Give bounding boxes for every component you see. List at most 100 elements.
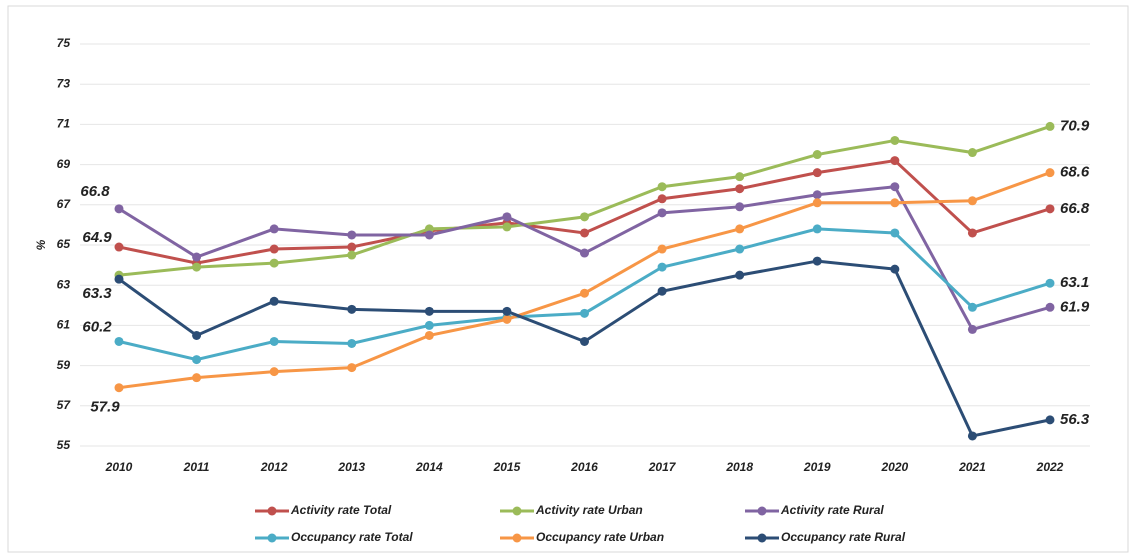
x-tick-label: 2012 xyxy=(260,460,288,474)
point xyxy=(192,262,202,272)
y-tick-label: 61 xyxy=(57,318,71,332)
point xyxy=(269,224,279,234)
point xyxy=(347,250,357,260)
legend-label: Activity rate Total xyxy=(290,503,392,517)
point xyxy=(269,258,279,268)
y-tick-label: 57 xyxy=(57,398,72,412)
point xyxy=(580,308,589,318)
point xyxy=(580,336,589,346)
y-tick-label: 65 xyxy=(57,237,71,251)
legend-marker xyxy=(267,533,277,543)
value-label: 66.8 xyxy=(1060,200,1090,217)
x-tick-label: 2014 xyxy=(415,460,443,474)
point xyxy=(424,330,434,340)
point xyxy=(735,244,745,254)
legend-marker xyxy=(757,506,767,516)
value-label: 64.9 xyxy=(82,229,112,246)
point xyxy=(1045,415,1055,425)
point xyxy=(347,363,357,373)
x-tick-label: 2015 xyxy=(493,460,521,474)
point xyxy=(580,228,589,238)
value-label: 60.2 xyxy=(82,318,112,335)
y-tick-label: 75 xyxy=(57,36,71,50)
legend-label: Occupancy rate Rural xyxy=(781,530,906,544)
point xyxy=(347,304,357,314)
y-tick-label: 73 xyxy=(57,76,71,90)
point xyxy=(657,262,667,272)
point xyxy=(502,314,512,324)
point xyxy=(735,172,745,182)
point xyxy=(1045,204,1055,214)
point xyxy=(890,135,900,145)
value-label: 56.3 xyxy=(1060,411,1090,428)
point xyxy=(735,270,745,280)
legend-marker xyxy=(512,533,522,543)
x-tick-label: 2017 xyxy=(648,460,677,474)
point xyxy=(812,198,822,208)
point xyxy=(812,190,822,200)
value-label: 63.3 xyxy=(82,285,112,302)
value-label: 70.9 xyxy=(1060,117,1090,134)
point xyxy=(424,230,434,240)
point xyxy=(890,182,900,192)
value-label: 57.9 xyxy=(90,399,120,416)
point xyxy=(967,228,977,238)
point xyxy=(1045,302,1055,312)
point xyxy=(735,224,745,234)
point xyxy=(347,242,357,252)
point xyxy=(269,244,279,254)
point xyxy=(890,198,900,208)
point xyxy=(657,286,667,296)
value-label: 63.1 xyxy=(1060,274,1089,291)
x-tick-label: 2018 xyxy=(725,460,753,474)
point xyxy=(114,274,124,284)
point xyxy=(657,182,667,192)
y-tick-label: 71 xyxy=(57,117,71,131)
point xyxy=(502,212,512,222)
point xyxy=(812,224,822,234)
point xyxy=(735,184,745,194)
point xyxy=(967,196,977,206)
legend-label: Activity rate Rural xyxy=(780,503,884,517)
point xyxy=(890,156,900,166)
point xyxy=(657,208,667,218)
point xyxy=(114,336,124,346)
x-tick-label: 2011 xyxy=(183,460,210,474)
point xyxy=(580,212,589,222)
point xyxy=(269,367,279,377)
x-tick-label: 2020 xyxy=(880,460,908,474)
point xyxy=(347,230,357,240)
y-tick-label: 67 xyxy=(57,197,72,211)
point xyxy=(967,324,977,334)
point xyxy=(1045,168,1055,178)
point xyxy=(967,148,977,158)
point xyxy=(192,330,202,340)
point xyxy=(657,194,667,204)
point xyxy=(192,373,202,383)
point xyxy=(967,302,977,312)
point xyxy=(967,431,977,441)
x-tick-label: 2022 xyxy=(1036,460,1064,474)
legend-marker xyxy=(512,506,522,516)
y-axis-label: % xyxy=(34,239,48,250)
point xyxy=(114,204,124,214)
point xyxy=(735,202,745,212)
y-tick-label: 63 xyxy=(57,277,71,291)
point xyxy=(192,355,202,365)
legend-label: Occupancy rate Urban xyxy=(536,530,664,544)
point xyxy=(1045,121,1055,131)
point xyxy=(1045,278,1055,288)
y-tick-label: 69 xyxy=(57,157,71,171)
value-label: 68.6 xyxy=(1060,164,1090,181)
value-label: 61.9 xyxy=(1060,298,1090,315)
x-tick-label: 2013 xyxy=(337,460,365,474)
point xyxy=(114,242,124,252)
point xyxy=(347,338,357,348)
legend-marker xyxy=(267,506,277,516)
point xyxy=(890,228,900,238)
x-tick-label: 2021 xyxy=(958,460,986,474)
legend-marker xyxy=(757,533,767,543)
point xyxy=(269,336,279,346)
x-tick-label: 2019 xyxy=(803,460,831,474)
